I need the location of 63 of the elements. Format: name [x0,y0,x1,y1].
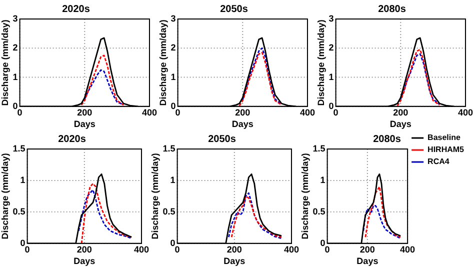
y-tick-label: 1.5 [162,143,176,154]
chart-title: 2020s [62,4,90,15]
line-series [84,69,124,106]
line-series [80,54,124,106]
x-axis-title: Days [232,119,254,130]
legend-label: Baseline [428,133,462,142]
legend-label: RCA4 [428,157,450,166]
y-axis-title: Discharge (mm/day) [150,153,160,240]
x-tick-label: 400 [300,107,316,118]
x-tick-label: 200 [76,244,92,254]
y-tick-label: 2 [328,42,334,53]
x-axis-title: Days [74,256,96,266]
y-tick-label: 0 [170,100,176,111]
y-axis-title: Discharge (mm/day) [316,20,326,106]
line-series [364,186,402,238]
y-tick-label: 0 [328,100,334,111]
x-tick-label: 200 [77,107,92,118]
y-axis-title: Discharge (mm/day) [0,153,10,240]
line-series [362,204,402,240]
x-tick-label: 400 [142,107,158,118]
y-tick-label: 2 [12,42,18,53]
y-tick-label: 1.5 [312,143,326,154]
y-tick-label: 0.5 [162,206,176,216]
x-axis-title: Days [74,119,96,130]
y-tick-label: 3 [170,13,176,24]
y-tick-label: 0 [320,238,326,248]
y-tick-label: 2 [170,42,176,53]
y-axis-title: Discharge (mm/day) [300,153,310,240]
legend-label: HIRHAM5 [428,145,465,154]
x-tick-label: 400 [284,244,300,254]
x-axis-title: Days [356,256,378,266]
y-tick-label: 0.5 [312,206,326,216]
line-series [80,182,132,244]
chart-title: 2080s [378,4,406,15]
x-axis-title: Days [224,256,246,266]
x-tick-label: 200 [235,107,250,118]
x-tick-label: 200 [226,244,242,254]
x-tick-label: 200 [393,107,408,118]
y-tick-label: 0 [20,238,26,248]
y-tick-label: 1 [12,72,18,82]
y-axis-title: Discharge (mm/day) [158,20,168,106]
y-tick-label: 1 [328,72,334,82]
y-tick-label: 1 [20,174,26,185]
y-tick-label: 1 [320,174,326,185]
chart-title: 2050s [208,134,236,145]
line-series [78,189,132,240]
y-tick-label: 1.5 [12,143,26,154]
x-tick-label: 400 [400,244,416,254]
y-tick-label: 0 [12,100,18,111]
y-axis-title: Discharge (mm/day) [0,20,10,106]
y-tick-label: 3 [328,13,334,24]
chart-title: 2080s [373,134,402,145]
chart-title: 2050s [220,4,248,15]
y-tick-label: 0.5 [12,206,26,216]
x-tick-label: 400 [458,107,474,118]
y-tick-label: 3 [12,13,18,24]
y-tick-label: 1 [170,72,176,82]
y-tick-label: 0 [170,238,176,248]
x-tick-label: 400 [134,244,150,254]
x-tick-label: 200 [360,244,375,254]
chart-title: 2020s [58,134,86,145]
x-axis-title: Days [390,119,412,130]
y-tick-label: 1 [170,174,176,185]
